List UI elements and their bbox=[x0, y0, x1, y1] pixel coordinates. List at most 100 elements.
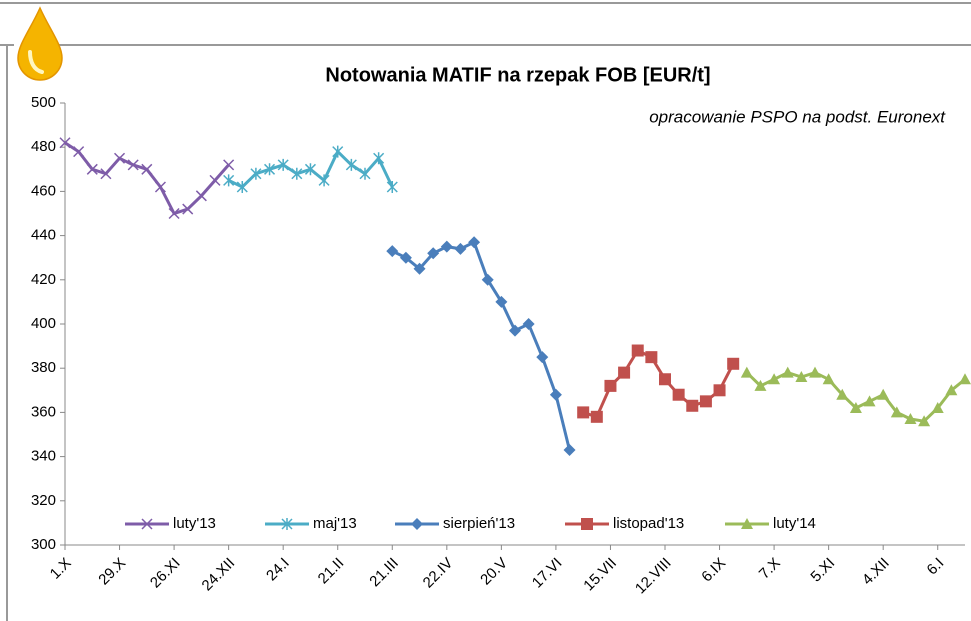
marker bbox=[264, 163, 276, 176]
marker bbox=[359, 167, 371, 180]
marker bbox=[809, 366, 821, 378]
x-tick-label: 26.XI bbox=[147, 555, 184, 592]
marker bbox=[468, 236, 481, 249]
y-tick-label: 340 bbox=[31, 448, 56, 465]
marker bbox=[277, 158, 289, 171]
marker bbox=[590, 410, 603, 423]
chart-title: Notowania MATIF na rzepak FOB [EUR/t] bbox=[325, 64, 710, 86]
legend-item: maj'13 bbox=[265, 515, 357, 532]
marker bbox=[672, 388, 685, 401]
marker bbox=[223, 159, 235, 171]
legend-label: listopad'13 bbox=[613, 515, 684, 532]
legend-marker bbox=[581, 518, 593, 530]
marker bbox=[250, 167, 262, 180]
marker bbox=[959, 373, 971, 385]
marker bbox=[754, 379, 767, 391]
marker bbox=[904, 413, 917, 425]
legend-label: luty'13 bbox=[173, 515, 216, 532]
marker bbox=[727, 357, 740, 370]
marker bbox=[495, 295, 508, 308]
marker bbox=[195, 190, 207, 202]
marker bbox=[822, 373, 835, 385]
legend-item: luty'13 bbox=[125, 515, 216, 532]
marker bbox=[699, 395, 712, 408]
marker bbox=[522, 318, 535, 330]
marker bbox=[577, 406, 590, 419]
marker bbox=[127, 159, 139, 171]
x-tick-label: 29.X bbox=[95, 555, 129, 589]
marker bbox=[86, 163, 98, 175]
x-tick-label: 24.I bbox=[263, 555, 293, 585]
x-tick-label: 7.X bbox=[756, 555, 784, 583]
marker bbox=[345, 158, 357, 171]
marker bbox=[332, 145, 344, 158]
marker bbox=[890, 406, 903, 418]
marker bbox=[304, 163, 316, 176]
x-tick-label: 20.V bbox=[477, 555, 511, 589]
marker bbox=[373, 152, 385, 165]
marker bbox=[877, 388, 890, 400]
marker bbox=[631, 344, 644, 357]
marker bbox=[59, 137, 71, 149]
marker bbox=[386, 245, 399, 258]
legend-item: listopad'13 bbox=[565, 515, 684, 532]
marker bbox=[413, 262, 426, 275]
x-tick-label: 21.II bbox=[315, 555, 348, 588]
marker bbox=[114, 152, 126, 164]
marker bbox=[481, 273, 494, 286]
marker bbox=[563, 443, 576, 456]
series-line bbox=[745, 370, 966, 423]
marker bbox=[740, 366, 753, 378]
marker bbox=[659, 373, 671, 386]
legend-label: luty'14 bbox=[773, 515, 816, 532]
marker bbox=[386, 180, 398, 193]
y-tick-label: 380 bbox=[31, 359, 56, 376]
marker bbox=[209, 174, 221, 186]
x-tick-label: 12.VIII bbox=[632, 555, 675, 598]
series-line bbox=[64, 141, 230, 216]
marker bbox=[536, 351, 549, 364]
x-tick-label: 24.XII bbox=[199, 555, 239, 595]
marker bbox=[141, 163, 153, 175]
marker bbox=[713, 384, 726, 397]
marker bbox=[849, 401, 862, 413]
marker bbox=[549, 388, 562, 401]
marker bbox=[768, 373, 781, 385]
y-tick-label: 460 bbox=[31, 182, 56, 199]
y-tick-label: 320 bbox=[31, 492, 56, 509]
x-tick-label: 6.I bbox=[924, 555, 948, 579]
chart-subtitle: opracowanie PSPO na podst. Euronext bbox=[649, 107, 946, 126]
marker bbox=[781, 366, 794, 378]
marker bbox=[931, 401, 944, 413]
marker bbox=[454, 242, 467, 255]
marker bbox=[836, 388, 849, 400]
x-tick-label: 6.IX bbox=[698, 555, 729, 586]
marker bbox=[604, 379, 617, 392]
marker bbox=[945, 384, 958, 396]
y-tick-label: 480 bbox=[31, 138, 56, 155]
marker bbox=[223, 174, 235, 187]
marker bbox=[100, 168, 112, 180]
marker bbox=[618, 366, 631, 379]
legend-marker bbox=[411, 518, 423, 530]
legend-label: maj'13 bbox=[313, 515, 357, 532]
x-tick-label: 21.III bbox=[366, 555, 402, 591]
marker bbox=[399, 251, 412, 264]
oil-drop-highlight bbox=[28, 50, 44, 74]
marker bbox=[182, 203, 194, 215]
marker bbox=[236, 180, 248, 193]
y-tick-label: 400 bbox=[31, 315, 56, 332]
marker bbox=[73, 146, 85, 158]
x-tick-label: 17.VI bbox=[529, 555, 566, 592]
marker bbox=[645, 351, 658, 364]
marker bbox=[427, 247, 440, 260]
y-tick-label: 500 bbox=[31, 94, 56, 111]
legend-label: sierpień'13 bbox=[443, 515, 515, 532]
legend-marker bbox=[281, 518, 293, 530]
marker bbox=[509, 324, 521, 337]
x-tick-label: 1.X bbox=[47, 555, 75, 583]
marker bbox=[863, 395, 876, 407]
marker bbox=[291, 167, 303, 180]
